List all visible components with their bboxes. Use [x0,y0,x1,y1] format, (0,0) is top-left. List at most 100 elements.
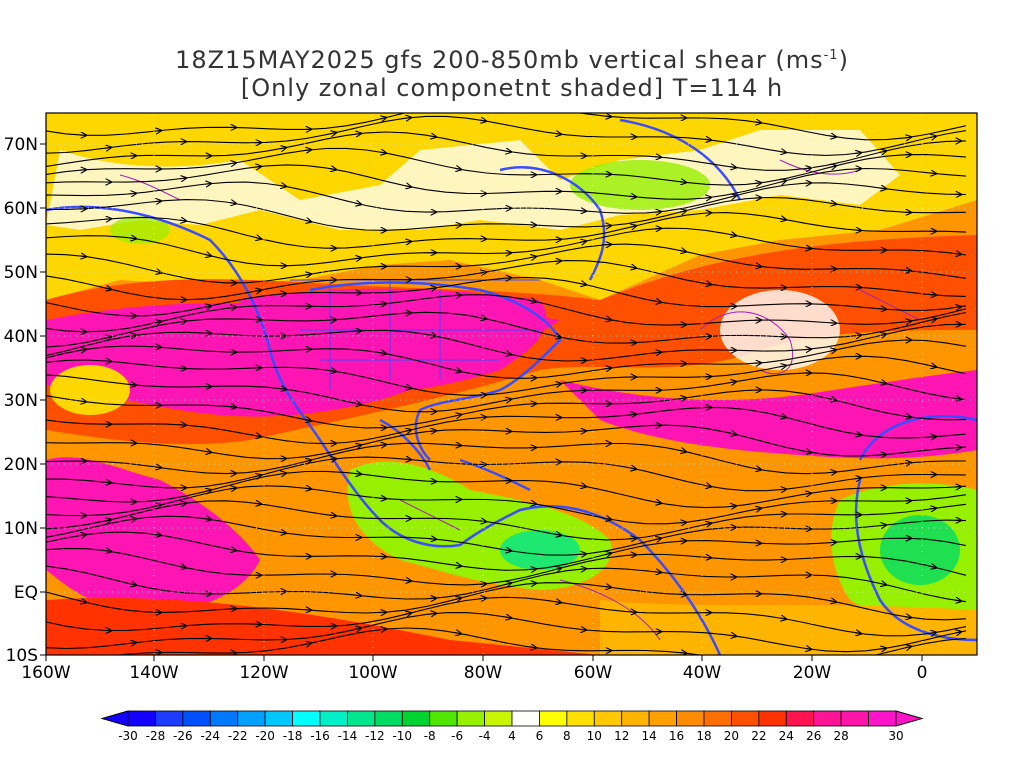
streamline-arrow [129,238,136,239]
streamline-arrow [904,617,911,618]
streamline-arrow [104,551,111,552]
streamline-arrow [879,583,886,584]
map-plot-area [46,102,977,665]
streamline-arrow [279,532,286,533]
streamline-arrow [904,646,911,647]
streamline-arrow [629,196,636,197]
streamline-arrow [579,283,586,284]
streamline-arrow [704,139,711,140]
colorbar-label: -4 [479,729,491,743]
streamline-arrow [854,633,861,634]
colorbar-swatch [539,710,568,727]
streamline-arrow [455,102,461,103]
colorbar-arrow-left [100,710,129,727]
streamline-arrow [405,613,411,615]
streamline-arrow [154,201,161,202]
streamline-arrow [954,600,961,601]
streamline-arrow [354,473,361,474]
streamline-arrow [305,460,311,462]
streamline-arrow [379,629,386,630]
streamline-arrow [729,433,736,434]
shading-calm-atlantic [720,290,840,370]
streamline-arrow [80,601,86,602]
streamline-arrow [479,120,486,121]
streamline-arrow [154,467,161,468]
streamline-arrow [429,335,436,336]
streamline-arrow [704,197,711,198]
lon-label: 0 [917,663,928,683]
streamline-arrow [204,306,211,307]
streamline-arrow [304,643,311,644]
streamline-arrow [754,469,761,470]
streamline [46,339,967,379]
colorbar-label: 28 [834,729,849,743]
streamline [46,627,967,655]
streamline-arrow [429,613,436,614]
lat-label: 10N [4,519,38,539]
streamline-arrow [829,472,836,473]
streamline-arrow [354,133,361,134]
shading-tropics-africa-strong [880,515,960,585]
colorbar-swatch [127,710,156,727]
streamline-arrow [704,523,711,524]
streamline-arrow [355,445,361,447]
streamline-arrow [504,550,511,551]
streamline-arrow [354,203,361,204]
streamline-arrow [679,250,686,251]
lat-label: 30N [4,391,38,411]
streamline-arrow [779,489,786,490]
streamline-arrow [680,211,686,213]
colorbar-swatch [347,710,376,727]
colorbar-swatch [264,710,293,727]
streamline-arrow [229,163,236,164]
streamline-arrow [730,196,736,198]
streamline-arrow [804,648,811,649]
streamline-arrow [929,173,936,174]
colorbar-arrow-right [895,710,924,727]
streamline-arrow [79,401,86,402]
streamline-arrow [830,166,836,168]
streamline-arrow [829,601,836,602]
streamline-arrow [205,254,211,256]
streamline-arrow [329,515,336,516]
streamline-arrow [479,318,486,319]
streamline [46,294,967,333]
streamline-arrow [854,335,861,336]
streamline-arrow [554,602,561,603]
streamline-arrow [779,416,786,417]
streamline-arrow [104,482,111,483]
streamline-arrow [379,304,386,305]
streamline-arrow [755,664,761,665]
shading-jet-subtropical [46,457,260,613]
colorbar-swatch [593,710,623,727]
streamline-arrow [679,653,686,654]
colorbar-label: 22 [751,729,766,743]
colorbar-swatch [621,710,650,727]
streamline-arrow [79,256,86,257]
streamline-arrow [879,188,886,189]
streamline-arrow [429,288,436,289]
streamline-arrow [104,288,111,289]
colorbar-label: -10 [392,729,412,743]
streamline-arrow [204,451,211,452]
streamline-arrow [579,554,586,555]
colorbar-label: -14 [338,729,358,743]
streamline-arrow [604,587,611,588]
streamline-arrow [154,321,161,322]
streamline-arrow [329,133,336,134]
streamline-arrow [154,131,161,132]
colorbar-swatch [182,710,211,727]
streamline-arrow [129,193,136,194]
colorbar-label: -18 [283,729,303,743]
lon-label: 20W [793,663,832,683]
streamline-arrow [754,122,761,123]
streamline-arrow [729,167,736,168]
colorbar-swatch [566,710,595,727]
streamline-arrow [179,626,186,627]
streamline-arrow [629,267,636,268]
colorbar-label: 4 [508,729,516,743]
colorbar-swatch [676,710,705,727]
colorbar-label: 30 [888,729,903,743]
streamline [46,113,967,141]
